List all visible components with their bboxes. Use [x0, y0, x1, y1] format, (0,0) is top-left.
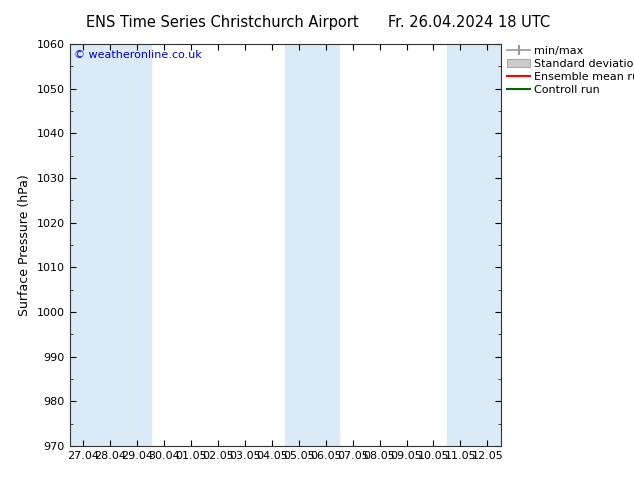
Text: ENS Time Series Christchurch Airport: ENS Time Series Christchurch Airport [86, 15, 358, 30]
Bar [447, 44, 501, 446]
Bar [96, 44, 150, 446]
Bar [285, 44, 339, 446]
Bar [70, 44, 96, 446]
Text: © weatheronline.co.uk: © weatheronline.co.uk [74, 50, 202, 60]
Legend: min/max, Standard deviation, Ensemble mean run, Controll run: min/max, Standard deviation, Ensemble me… [505, 44, 634, 97]
Y-axis label: Surface Pressure (hPa): Surface Pressure (hPa) [18, 174, 31, 316]
Text: Fr. 26.04.2024 18 UTC: Fr. 26.04.2024 18 UTC [388, 15, 550, 30]
